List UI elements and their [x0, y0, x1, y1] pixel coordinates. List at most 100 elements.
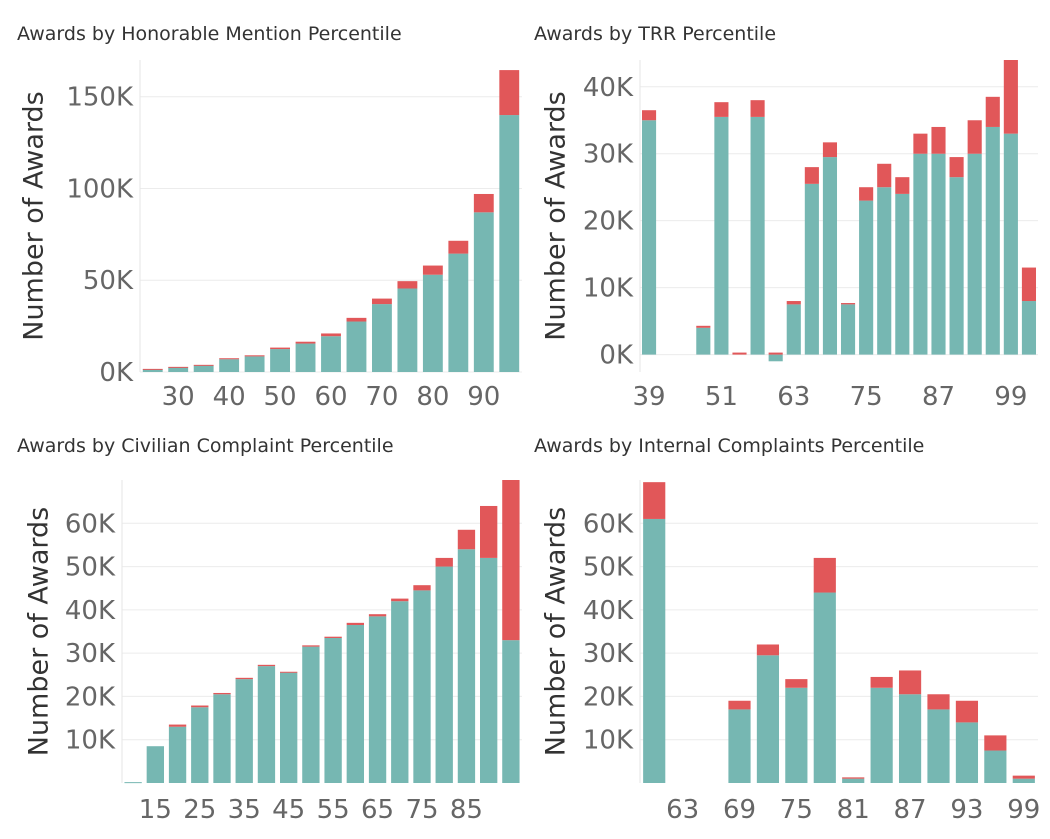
bar-segment-primary: [168, 726, 187, 783]
bar-segment-primary: [955, 722, 979, 783]
bar-segment-primary: [193, 365, 214, 372]
x-tick-label: 51: [705, 382, 738, 412]
bar-segment-secondary: [822, 142, 838, 158]
bar-segment-primary: [502, 640, 520, 783]
bar-segment-secondary: [397, 281, 418, 289]
bar-segment-primary: [786, 304, 801, 355]
bar-segment-primary: [302, 646, 320, 783]
chart-svg: 0K 10K 20K 30K 40K 39 51 63 75 87 99 Number of Awar…: [541, 60, 1038, 412]
bar-segment-secondary: [931, 126, 946, 154]
bar-segment-secondary: [270, 347, 290, 350]
bar-segment-secondary: [842, 777, 865, 779]
bar-segment-secondary: [502, 480, 520, 641]
y-tick-label: 10K: [65, 726, 116, 756]
x-tick-label: 99: [1007, 795, 1040, 825]
bar-segment-secondary: [804, 167, 819, 184]
bar-segment-secondary: [413, 585, 431, 591]
x-tick-label: 75: [850, 382, 883, 412]
bar-segment-secondary: [473, 193, 494, 213]
y-tick-label: 0K: [99, 358, 134, 388]
bar-segment-primary: [191, 707, 209, 783]
bar-segment-primary: [756, 655, 780, 783]
bar-segment-primary: [346, 321, 367, 372]
x-tick-label: 65: [361, 795, 394, 825]
bar-segment-primary: [295, 343, 316, 372]
y-tick-label: 30K: [583, 639, 634, 669]
bar-segment-secondary: [191, 705, 209, 708]
chart-title: Awards by Honorable Mention Percentile: [17, 23, 402, 45]
bar-segment-primary: [985, 126, 1000, 355]
bar-segment-secondary: [641, 110, 657, 121]
x-tick-label: 75: [780, 795, 813, 825]
bar-segment-primary: [967, 153, 982, 355]
bar-segment-primary: [714, 116, 729, 355]
bar-segment-secondary: [840, 303, 856, 305]
bar-segment-secondary: [142, 368, 163, 370]
y-tick-label: 60K: [65, 509, 116, 539]
bar-segment-secondary: [168, 724, 187, 727]
y-tick-label: 40K: [65, 596, 116, 626]
bar-segment-primary: [270, 349, 290, 372]
chart-svg: 10K 20K 30K 40K 50K 60K 63 69 75 81 87 93 99 Number o…: [541, 480, 1040, 825]
y-tick-label: 10K: [583, 726, 634, 756]
bar-segment-secondary: [499, 70, 520, 116]
y-tick-label: 150K: [66, 83, 134, 113]
x-tick-label: 87: [894, 795, 927, 825]
x-tick-label: 35: [228, 795, 261, 825]
bar-segment-secondary: [696, 325, 711, 328]
bar-segment-primary: [321, 336, 341, 372]
chart-panel-civilian-complaint: Awards by Civilian Complaint Percentile …: [0, 420, 525, 839]
bar-segment-primary: [213, 694, 231, 783]
bar-segment-secondary: [448, 240, 469, 254]
x-tick-label: 55: [317, 795, 350, 825]
bar-segment-primary: [859, 200, 874, 355]
bar-segment-primary: [244, 356, 265, 372]
bar-segment-secondary: [168, 366, 189, 368]
x-tick-label: 63: [666, 795, 699, 825]
bar-segment-secondary: [984, 735, 1007, 751]
chart-svg: 0K 50K 100K 150K 30 40 50 60 70 80 90 Number of Awa…: [19, 60, 522, 412]
bar-segment-primary: [435, 566, 453, 783]
bar-segment-primary: [984, 750, 1007, 783]
x-tick-label: 39: [632, 382, 665, 412]
bar-segment-primary: [870, 687, 893, 783]
bar-segment-primary: [813, 592, 836, 783]
bar-segment-secondary: [368, 614, 387, 617]
x-tick-label: 75: [405, 795, 438, 825]
bar-segment-secondary: [949, 157, 964, 178]
bar-segment-primary: [750, 116, 765, 355]
bar-segment-secondary: [244, 355, 265, 357]
bar-segment-secondary: [219, 358, 240, 360]
bar-segment-secondary: [877, 163, 892, 188]
bar-segment-secondary: [643, 482, 666, 519]
y-tick-label: 30K: [65, 639, 116, 669]
bar-segment-primary: [480, 557, 498, 783]
y-axis-label: Number of Awards: [541, 507, 572, 757]
bar-segment-primary: [391, 601, 409, 783]
bar-segment-primary: [842, 778, 865, 783]
bar-segment-primary: [372, 304, 392, 372]
bar-segment-primary: [346, 625, 364, 783]
x-tick-label: 25: [183, 795, 216, 825]
bar-segment-secondary: [1021, 267, 1037, 302]
bar-segment-primary: [422, 274, 443, 372]
bar-segment-primary: [913, 153, 928, 355]
bar-segment-primary: [324, 637, 342, 783]
bar-segment-primary: [822, 157, 838, 355]
bar-segment-secondary: [750, 100, 765, 117]
bar-segment-primary: [641, 120, 657, 355]
x-tick-label: 99: [994, 382, 1027, 412]
bar-segment-secondary: [785, 679, 808, 688]
x-tick-label: 90: [467, 382, 500, 412]
bar-segment-secondary: [435, 557, 453, 567]
bar-segment-primary: [785, 687, 808, 783]
bar-segment-primary: [931, 153, 946, 355]
chart-panel-honorable-mention: Awards by Honorable Mention Percentile 0…: [0, 0, 525, 420]
y-tick-label: 30K: [583, 140, 634, 170]
y-tick-label: 50K: [583, 553, 634, 583]
chart-panel-internal-complaints: Awards by Internal Complaints Percentile…: [525, 420, 1050, 839]
bar-segment-secondary: [714, 102, 729, 117]
chart-panel-trr: Awards by TRR Percentile 0K 10K 20K 30K 40K 3…: [525, 0, 1050, 420]
y-tick-label: 40K: [583, 596, 634, 626]
bar-segment-primary: [124, 782, 142, 784]
